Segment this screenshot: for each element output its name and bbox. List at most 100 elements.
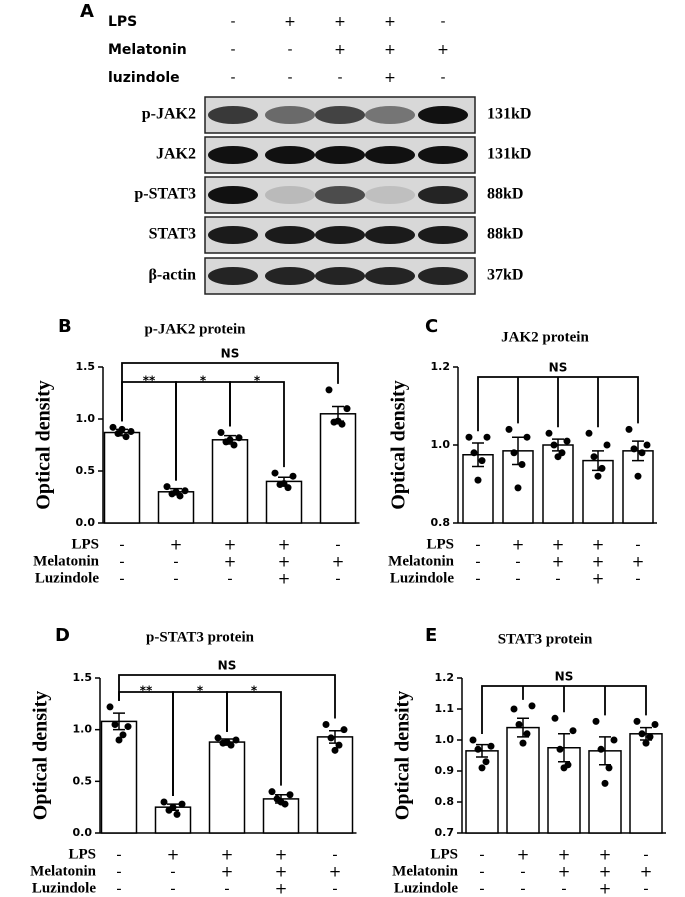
data-point bbox=[651, 721, 659, 728]
treatment-name: LPS bbox=[430, 846, 458, 862]
treatment-sign: - bbox=[224, 880, 229, 897]
chart-title: STAT3 protein bbox=[498, 631, 593, 647]
data-point bbox=[322, 721, 330, 728]
treatment-sign: - bbox=[643, 880, 648, 897]
data-point bbox=[610, 736, 618, 744]
treatment-name: Melatonin bbox=[33, 553, 99, 569]
y-axis-label: Optical density bbox=[388, 380, 410, 509]
data-point bbox=[118, 425, 126, 433]
data-point bbox=[592, 717, 600, 725]
blot-band bbox=[418, 106, 468, 124]
data-point bbox=[277, 798, 285, 806]
treatment-sign: + bbox=[275, 880, 288, 897]
data-point bbox=[343, 405, 351, 413]
treatment-name: Luzindole bbox=[32, 880, 97, 896]
data-point bbox=[550, 441, 558, 449]
blot-band bbox=[418, 226, 468, 244]
treatment-sign: - bbox=[475, 553, 480, 571]
blot-band bbox=[315, 146, 365, 164]
error-bar bbox=[632, 440, 644, 462]
treatment-sign: + bbox=[278, 553, 291, 571]
data-point bbox=[127, 427, 135, 435]
data-point bbox=[487, 742, 495, 750]
treatment-sign: - bbox=[643, 846, 648, 864]
data-point bbox=[554, 453, 562, 461]
treatment-sign: + bbox=[517, 846, 530, 864]
bar bbox=[154, 806, 192, 834]
data-point bbox=[594, 472, 602, 480]
data-point bbox=[523, 730, 531, 738]
data-point bbox=[271, 469, 279, 477]
treatment-name: Luzindole bbox=[390, 570, 455, 586]
blot-size: 88kD bbox=[487, 186, 523, 203]
data-point bbox=[115, 736, 123, 744]
data-point bbox=[109, 423, 117, 431]
bar bbox=[465, 750, 499, 834]
panel-letter: B bbox=[58, 316, 72, 337]
data-point bbox=[560, 764, 568, 772]
panel-letter: E bbox=[425, 625, 437, 646]
treatment-name: Melatonin bbox=[388, 553, 454, 569]
blot-band bbox=[315, 106, 365, 124]
y-axis-label: Optical density bbox=[30, 691, 52, 820]
blot-size: 88kD bbox=[487, 226, 523, 243]
blot-band bbox=[418, 267, 468, 285]
significance-label: ** bbox=[140, 684, 153, 698]
blot-band bbox=[365, 106, 415, 124]
data-point bbox=[223, 738, 231, 746]
y-tick-label: 1.1 bbox=[435, 702, 455, 715]
significance-label: ** bbox=[143, 374, 156, 388]
y-tick-label: 1.0 bbox=[435, 733, 455, 746]
treatment-sign: + bbox=[592, 570, 605, 588]
treatment-sign: - bbox=[230, 70, 235, 86]
data-point bbox=[482, 758, 490, 766]
data-point bbox=[340, 726, 348, 734]
treatment-sign: + bbox=[552, 536, 565, 554]
data-point bbox=[598, 464, 606, 472]
y-tick-label: 0.0 bbox=[76, 516, 96, 529]
treatment-sign: - bbox=[116, 846, 121, 864]
treatment-sign: - bbox=[555, 570, 560, 588]
blot-band bbox=[265, 106, 315, 124]
blot-band bbox=[265, 267, 315, 285]
treatment-sign: + bbox=[334, 42, 346, 58]
blot-band bbox=[365, 267, 415, 285]
chart-title: p-JAK2 protein bbox=[145, 321, 247, 337]
significance-bracket bbox=[121, 362, 339, 422]
data-point bbox=[331, 746, 339, 754]
data-point bbox=[122, 433, 130, 441]
y-tick-label: 1.2 bbox=[431, 360, 451, 373]
data-point bbox=[214, 734, 222, 742]
data-point bbox=[335, 741, 343, 749]
treatment-sign: - bbox=[119, 553, 124, 571]
treatment-sign: - bbox=[287, 70, 292, 86]
treatment-sign: - bbox=[479, 863, 484, 881]
data-point bbox=[474, 745, 482, 753]
data-point bbox=[173, 810, 181, 818]
data-point bbox=[528, 702, 536, 710]
data-point bbox=[638, 730, 646, 738]
treatment-sign: + bbox=[592, 553, 605, 571]
y-tick-label: 1.0 bbox=[431, 438, 451, 451]
error-bar bbox=[113, 712, 125, 731]
data-point bbox=[646, 733, 654, 741]
significance-label: NS bbox=[221, 347, 240, 361]
significance-bracket bbox=[226, 691, 282, 786]
data-point bbox=[325, 386, 333, 394]
data-point bbox=[597, 745, 605, 753]
treatment-sign: - bbox=[173, 570, 178, 588]
significance-label: * bbox=[197, 684, 204, 698]
treatment-sign: - bbox=[479, 846, 484, 864]
data-point bbox=[327, 734, 335, 742]
data-point bbox=[160, 798, 168, 806]
treatment-name: LPS bbox=[426, 536, 454, 552]
data-point bbox=[465, 433, 473, 441]
treatment-sign: - bbox=[520, 863, 525, 881]
blot-band bbox=[315, 186, 365, 204]
data-point bbox=[470, 449, 478, 457]
treatment-sign: - bbox=[475, 570, 480, 588]
blot-name: p-JAK2 bbox=[142, 106, 196, 123]
treatment-name: Melatonin bbox=[108, 42, 187, 58]
treatment-sign: + bbox=[384, 42, 396, 58]
